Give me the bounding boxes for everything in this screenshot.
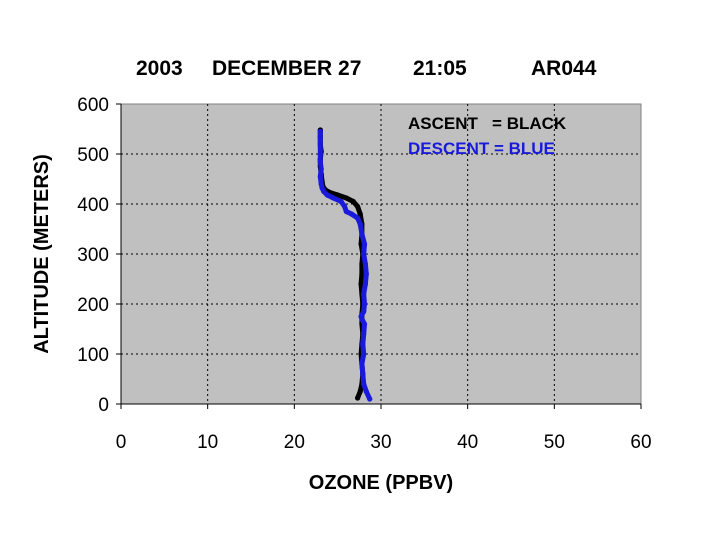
x-tick-label: 10 xyxy=(197,432,218,453)
data-point xyxy=(361,321,368,327)
data-point xyxy=(360,371,366,377)
grid xyxy=(121,104,641,404)
data-point xyxy=(319,185,325,191)
axes xyxy=(116,103,642,409)
data-point xyxy=(363,388,369,395)
data-point xyxy=(330,195,336,201)
x-tick-label: 50 xyxy=(544,432,565,453)
data-point xyxy=(342,203,348,210)
y-tick-label: 400 xyxy=(77,195,109,216)
data-point xyxy=(361,308,367,315)
y-axis-label: ALTITUDE (METERS) xyxy=(31,154,53,354)
data-point xyxy=(367,396,373,402)
legend-ascent: ASCENT = BLACK xyxy=(408,114,567,133)
x-tick-label: 20 xyxy=(284,432,305,453)
data-point xyxy=(358,313,364,320)
data-point xyxy=(361,331,367,337)
title-date: DECEMBER 27 xyxy=(212,57,361,80)
data-point xyxy=(317,143,323,150)
y-tick-label: 300 xyxy=(77,245,109,266)
data-point xyxy=(361,291,367,297)
data-point xyxy=(362,261,368,267)
data-point xyxy=(350,198,356,205)
x-tick-label: 30 xyxy=(370,432,391,453)
legend: ASCENT = BLACK DESCENT = BLUE xyxy=(408,114,567,158)
data-point xyxy=(359,231,365,237)
data-point xyxy=(348,211,355,217)
y-tick-label: 600 xyxy=(77,95,109,116)
data-point xyxy=(361,351,367,357)
title-time: 21:05 xyxy=(413,57,467,80)
data-point xyxy=(361,301,368,307)
data-point xyxy=(361,251,367,257)
data-point xyxy=(343,195,349,201)
data-point xyxy=(317,128,323,135)
y-tick-label: 0 xyxy=(98,395,109,416)
data-point xyxy=(358,281,364,287)
data-point xyxy=(361,381,367,387)
data-point xyxy=(335,192,341,198)
data-point xyxy=(318,181,324,187)
data-point xyxy=(360,341,366,347)
data-point xyxy=(317,151,323,157)
x-axis-label: OZONE (PPBV) xyxy=(309,472,453,494)
x-tick-label: 40 xyxy=(457,432,478,453)
x-tick-label: 60 xyxy=(630,432,651,453)
data-point xyxy=(338,198,344,205)
legend-descent: DESCENT = BLUE xyxy=(408,139,555,158)
x-tick-label: 0 xyxy=(116,432,127,453)
y-tick-label: 500 xyxy=(77,145,109,166)
data-point xyxy=(355,203,361,210)
data-point xyxy=(317,136,323,142)
data-point xyxy=(355,215,361,221)
data-point xyxy=(357,211,363,217)
y-tick-label: 200 xyxy=(77,295,109,316)
data-point xyxy=(359,361,365,367)
y-tick-labels: 0 100 200 300 400 500 600 xyxy=(77,95,109,416)
data-point xyxy=(357,388,363,395)
data-point xyxy=(317,173,323,180)
data-point xyxy=(359,271,365,277)
data-point xyxy=(357,221,363,227)
data-point xyxy=(324,192,330,198)
title-year: 2003 xyxy=(136,57,183,80)
data-point xyxy=(355,395,361,401)
data-point xyxy=(362,281,368,287)
series-layer xyxy=(317,127,373,402)
data-point xyxy=(318,166,324,172)
y-tick-label: 100 xyxy=(77,345,109,366)
chart-title: 2003 DECEMBER 27 21:05 AR044 xyxy=(136,57,597,80)
series-descent xyxy=(317,128,373,402)
data-point xyxy=(361,241,368,247)
data-point xyxy=(343,208,349,215)
data-point xyxy=(317,158,323,165)
x-tick-labels: 0 10 20 30 40 50 60 xyxy=(116,432,652,453)
data-point xyxy=(363,271,369,277)
title-id: AR044 xyxy=(531,57,597,80)
